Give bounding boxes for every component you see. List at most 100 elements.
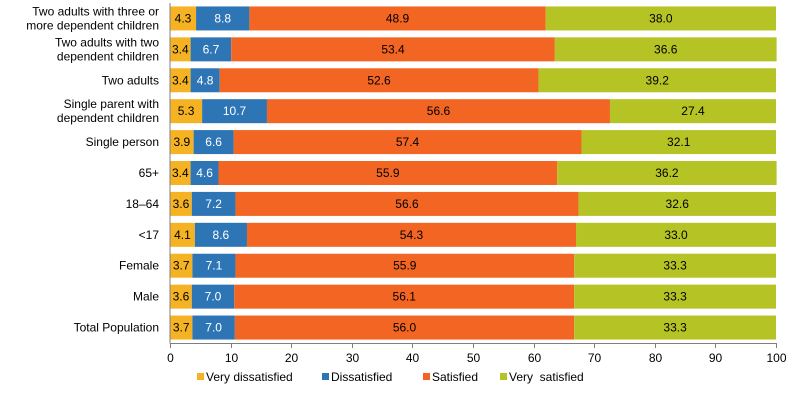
legend-swatch bbox=[500, 373, 507, 380]
x-axis: 0 10 20 30 40 50 60 70 80 90 100 bbox=[167, 3, 787, 365]
category-label: Single person bbox=[86, 135, 159, 149]
category-label: Single parent with dependent children bbox=[57, 97, 159, 125]
bar-segment bbox=[218, 161, 558, 185]
x-tick-label: 90 bbox=[709, 351, 723, 365]
bar-value-label: 36.2 bbox=[655, 166, 679, 180]
x-tick-label: 20 bbox=[285, 351, 299, 365]
bar-value-label: 53.4 bbox=[381, 42, 405, 56]
bar-value-label: 3.7 bbox=[173, 259, 190, 273]
category-label-line: 65+ bbox=[139, 166, 159, 180]
category-label-line: Two adults bbox=[102, 73, 159, 87]
bar-segment bbox=[576, 222, 776, 247]
bar-segment bbox=[192, 253, 236, 278]
bar-segment bbox=[233, 130, 582, 155]
category-label-line: more dependent children bbox=[26, 18, 159, 32]
bar-value-label: 3.4 bbox=[172, 166, 189, 180]
bar-value-label: 55.9 bbox=[393, 259, 417, 273]
category-label-line: Male bbox=[133, 290, 159, 304]
bar-segment bbox=[170, 68, 191, 93]
bar-segment bbox=[249, 6, 546, 31]
legend: Very dissatisfied Dissatisfied Satisfied Ve… bbox=[197, 370, 584, 384]
category-label-line: Single person bbox=[86, 135, 159, 149]
bar-segment bbox=[170, 222, 195, 247]
x-tick-label: 30 bbox=[346, 351, 360, 365]
bar-segment bbox=[191, 284, 235, 309]
category-label-line: Single parent with bbox=[64, 97, 159, 111]
bar-value-label: 39.2 bbox=[646, 73, 670, 87]
bar-value-label: 54.3 bbox=[400, 228, 424, 242]
bar-segment bbox=[191, 191, 236, 216]
bar-segment bbox=[219, 68, 539, 93]
bar-segment bbox=[266, 99, 610, 124]
category-label-line: Two adults with two bbox=[55, 35, 159, 49]
category-label-line: <17 bbox=[139, 228, 160, 242]
bar-segment bbox=[170, 6, 197, 31]
bar-segment bbox=[538, 68, 776, 93]
bar-value-label: 55.9 bbox=[376, 166, 400, 180]
bar-segment bbox=[170, 161, 191, 185]
bar-value-label: 48.9 bbox=[386, 11, 410, 25]
bar-value-label: 33.3 bbox=[663, 290, 687, 304]
bar-segment bbox=[609, 99, 776, 124]
bar-value-label: 7.1 bbox=[206, 259, 223, 273]
bar-segment bbox=[578, 191, 776, 216]
legend-label: Satisfied bbox=[432, 370, 478, 384]
bar-segment bbox=[190, 161, 219, 185]
bar-value-label: 3.6 bbox=[173, 197, 190, 211]
category-label: <17 bbox=[139, 228, 160, 242]
bar-value-label: 33.3 bbox=[663, 321, 687, 335]
category-labels: Two adults with three or more dependent c… bbox=[26, 4, 159, 334]
bar-value-label: 56.6 bbox=[395, 197, 419, 211]
category-label: Two adults with three or more dependent c… bbox=[26, 4, 159, 32]
bar-value-label: 6.7 bbox=[203, 42, 220, 56]
bar-value-label: 52.6 bbox=[367, 73, 391, 87]
bar-value-label: 33.3 bbox=[663, 259, 687, 273]
category-label: Two adults with two dependent children bbox=[55, 35, 159, 63]
bar-value-label: 33.0 bbox=[664, 228, 688, 242]
bar-value-label: 3.4 bbox=[172, 42, 189, 56]
bar-value-label: 3.9 bbox=[173, 135, 190, 149]
bar-segment bbox=[170, 37, 191, 62]
category-label: 18–64 bbox=[126, 197, 160, 211]
bar-segment bbox=[192, 315, 235, 340]
bar-segment bbox=[170, 99, 203, 124]
legend-swatch bbox=[423, 373, 430, 380]
category-label-line: Female bbox=[119, 259, 159, 273]
bar-value-label: 4.1 bbox=[174, 228, 191, 242]
legend-swatch bbox=[322, 373, 329, 380]
category-label-line: 18–64 bbox=[126, 197, 160, 211]
bar-value-label: 5.3 bbox=[178, 104, 195, 118]
bar-value-label: 3.6 bbox=[173, 290, 190, 304]
bar-segment bbox=[246, 222, 577, 247]
bar-value-label: 32.6 bbox=[666, 197, 690, 211]
bar-value-label: 4.8 bbox=[197, 73, 214, 87]
bar-value-label: 4.3 bbox=[175, 11, 192, 25]
bar-value-label: 56.0 bbox=[393, 321, 417, 335]
legend-label: Very dissatisfied bbox=[206, 370, 293, 384]
category-label: 65+ bbox=[139, 166, 159, 180]
x-tick-label: 40 bbox=[406, 351, 420, 365]
bar-segment bbox=[231, 37, 555, 62]
x-tick-label: 50 bbox=[467, 351, 481, 365]
bar-segment bbox=[235, 253, 575, 278]
bar-value-label: 56.1 bbox=[393, 290, 417, 304]
x-tick-label: 10 bbox=[225, 351, 239, 365]
bar-value-label: 10.7 bbox=[223, 104, 247, 118]
bar-segment bbox=[194, 222, 247, 247]
bar-segment bbox=[170, 253, 193, 278]
x-tick-label: 60 bbox=[528, 351, 542, 365]
x-tick-label: 0 bbox=[167, 351, 174, 365]
bar-segment bbox=[557, 161, 777, 185]
bar-value-label: 4.6 bbox=[196, 166, 213, 180]
bar-segment bbox=[234, 315, 575, 340]
bar-segment bbox=[193, 130, 234, 155]
bar-value-label: 27.4 bbox=[681, 104, 705, 118]
legend-label: Very satisfied bbox=[509, 370, 584, 384]
bar-segment bbox=[190, 37, 232, 62]
category-label: Male bbox=[133, 290, 159, 304]
bar-segment bbox=[170, 284, 192, 309]
bar-segment bbox=[545, 6, 776, 31]
bar-value-label: 57.4 bbox=[396, 135, 420, 149]
bar-value-label: 56.6 bbox=[427, 104, 451, 118]
